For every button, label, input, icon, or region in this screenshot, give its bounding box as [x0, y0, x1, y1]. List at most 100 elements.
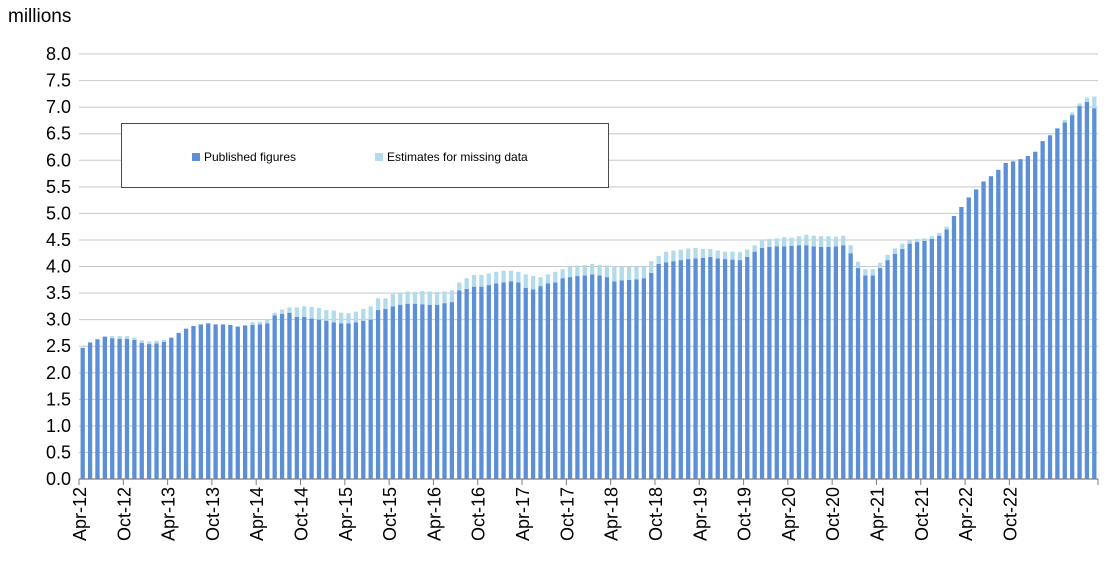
bar-published	[811, 246, 816, 479]
bar-published	[183, 328, 189, 479]
bar-published	[663, 262, 669, 479]
legend-item-estimates: Estimates for missing data	[375, 150, 528, 164]
bar-published	[833, 246, 839, 479]
bar-estimate	[678, 249, 683, 261]
y-tick-label: 7.5	[46, 71, 71, 91]
bar-estimate	[279, 309, 285, 314]
bar-published	[324, 320, 329, 479]
bar-estimate	[863, 269, 868, 276]
bar-estimate	[1062, 119, 1067, 123]
bar-published	[265, 323, 270, 479]
bar-estimate	[338, 312, 344, 324]
bar-published	[442, 303, 447, 479]
y-tick-label: 4.5	[46, 230, 71, 250]
legend-item-published: Published figures	[192, 150, 296, 164]
bar-published	[863, 275, 868, 479]
y-tick-label: 7.0	[46, 97, 71, 117]
y-tick-label: 6.5	[46, 124, 71, 144]
bar-estimate	[147, 341, 152, 345]
bar-published	[981, 181, 986, 479]
bar-published	[405, 303, 410, 479]
x-tick-label: Apr-20	[779, 487, 799, 541]
y-tick-label: 3.5	[46, 283, 71, 303]
legend-swatch-estimates	[375, 153, 383, 161]
bar-published	[914, 242, 920, 479]
bar-published	[257, 324, 263, 479]
bar-published	[988, 176, 994, 479]
bar-published	[154, 343, 159, 479]
bar-published	[287, 312, 292, 479]
x-tick-label: Apr-17	[513, 487, 533, 541]
bar-published	[242, 325, 248, 479]
bar-published	[937, 235, 942, 479]
bar-published	[331, 322, 336, 479]
bar-estimate	[309, 306, 314, 319]
y-tick-label: 0.5	[46, 442, 71, 462]
bar-published	[457, 290, 462, 479]
bar-estimate	[730, 251, 735, 260]
bar-estimate	[442, 291, 447, 304]
bar-published	[626, 279, 632, 479]
y-tick-label: 1.0	[46, 416, 71, 436]
y-tick-label: 3.0	[46, 310, 71, 330]
bar-published	[161, 341, 167, 479]
bar-estimate	[597, 264, 602, 276]
bar-published	[398, 304, 403, 479]
bar-published	[826, 246, 831, 479]
bar-estimate	[892, 248, 898, 254]
bar-estimate	[567, 266, 573, 278]
bar-published	[1047, 135, 1053, 479]
bar-estimate	[479, 275, 484, 287]
bar-estimate	[265, 319, 270, 324]
bar-published	[634, 279, 639, 479]
bar-published	[996, 169, 1001, 479]
bar-published	[346, 323, 351, 479]
bar-estimate	[471, 275, 477, 287]
bar-published	[250, 324, 255, 479]
bar-published	[530, 289, 536, 479]
bar-published	[782, 246, 787, 479]
bar-estimate	[494, 271, 499, 284]
bar-published	[302, 316, 307, 479]
x-tick-label: Apr-19	[690, 487, 710, 541]
x-tick-label: Oct-12	[114, 487, 134, 541]
bar-estimate	[604, 265, 610, 278]
bar-estimate	[331, 310, 336, 323]
bar-published	[464, 288, 469, 479]
bar-published	[523, 287, 528, 479]
bar-published	[508, 281, 514, 479]
bar-published	[892, 253, 898, 479]
bar-estimate	[1077, 103, 1082, 107]
bar-estimate	[139, 340, 144, 343]
bar-estimate	[1070, 112, 1075, 116]
bar-published	[1025, 156, 1030, 479]
bar-published	[848, 253, 853, 479]
bar-estimate	[634, 266, 639, 280]
bar-estimate	[715, 250, 720, 259]
bar-published	[730, 259, 735, 479]
bar-estimate	[900, 243, 905, 249]
bar-published	[147, 344, 152, 479]
x-tick-label: Apr-12	[70, 487, 90, 541]
bar-published	[767, 246, 772, 479]
bar-published	[1077, 106, 1082, 479]
x-tick-label: Oct-20	[823, 487, 843, 541]
bar-published	[198, 324, 203, 479]
bar-published	[900, 248, 905, 479]
bar-estimate	[649, 261, 654, 273]
bar-published	[929, 238, 935, 479]
bar-estimate	[375, 298, 381, 311]
bar-estimate	[870, 269, 875, 276]
bar-estimate	[937, 233, 942, 236]
y-tick-label: 0.0	[46, 469, 71, 489]
bar-estimate	[361, 309, 366, 321]
bar-estimate	[486, 273, 491, 286]
bar-estimate	[789, 237, 794, 246]
bar-published	[294, 316, 299, 479]
bar-published	[575, 276, 580, 479]
bar-published	[671, 261, 676, 479]
bar-published	[176, 332, 181, 479]
bar-published	[545, 283, 551, 479]
bar-published	[383, 309, 388, 479]
bar-estimate	[796, 236, 802, 246]
